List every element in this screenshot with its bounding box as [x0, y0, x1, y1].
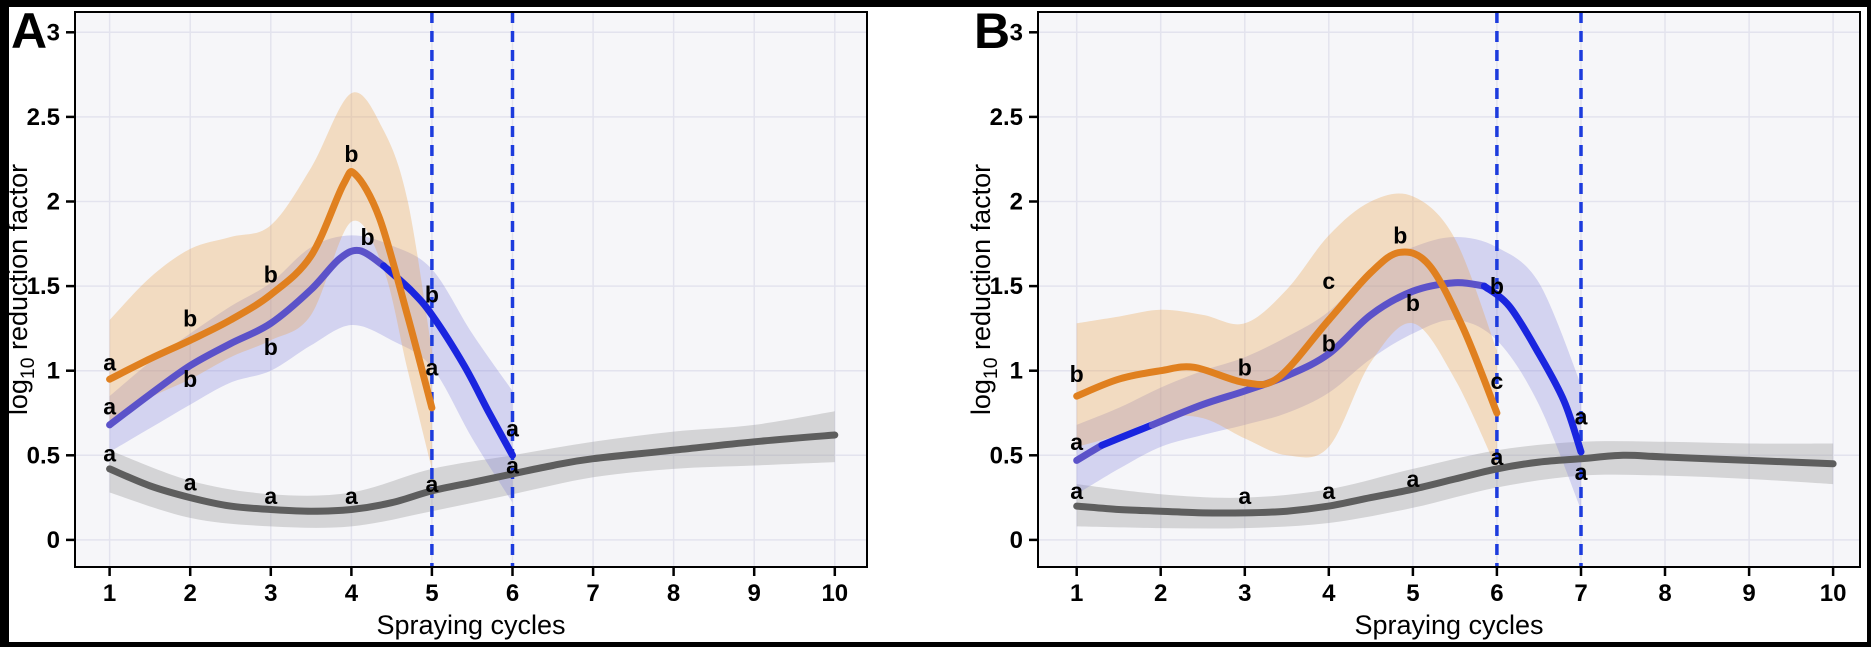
gray-series-sig-letter: a — [103, 441, 116, 467]
x-tick-label: 9 — [748, 580, 761, 607]
gray-series-ci-band — [1076, 441, 1834, 529]
orange-series-sig-letter: a — [426, 354, 439, 380]
x-tick-label: 7 — [1574, 580, 1587, 607]
x-tick-label: 3 — [264, 580, 277, 607]
gray-series-line — [1073, 451, 1837, 517]
plot-border — [74, 11, 868, 568]
gray-series-sig-letter: a — [264, 483, 277, 509]
y-tick-label: 3 — [1010, 19, 1023, 46]
x-tick-label: 4 — [1322, 580, 1336, 607]
orange-series-ci-band — [1076, 193, 1497, 469]
y-tick-label: 0.5 — [27, 442, 60, 469]
plot-border — [1037, 11, 1861, 568]
panel-tag-A: A — [11, 3, 47, 59]
blue-series-sig-letter: b — [425, 282, 439, 308]
orange-series-sig-letter: a — [103, 349, 116, 375]
orange-series-sig-letter: c — [1491, 368, 1504, 394]
y-tick-label: 2.5 — [27, 104, 60, 131]
blue-series-sig-letter: a — [1575, 403, 1588, 429]
orange-series-sig-letter: b — [183, 305, 197, 331]
x-tick-label: 5 — [1406, 580, 1419, 607]
blue-series-sig-letter: a — [1070, 429, 1083, 455]
blue-series-sig-letter: b — [183, 366, 197, 392]
blue-series-ci-band — [109, 235, 513, 503]
blue-series-sig-letter: a — [506, 415, 519, 441]
gray-series-sig-letter: a — [1322, 478, 1335, 504]
x-tick-label: 10 — [1820, 580, 1847, 607]
gray-series-sig-letter: a — [1575, 459, 1588, 485]
orange-series-sig-letter: b — [1070, 361, 1084, 387]
x-tick-label: 6 — [1490, 580, 1503, 607]
gray-series-line — [106, 431, 839, 515]
gray-series-sig-letter: a — [1238, 483, 1251, 509]
y-tick-label: 2.5 — [990, 104, 1023, 131]
x-tick-label: 4 — [345, 580, 359, 607]
orange-series-line — [106, 168, 436, 412]
orange-series-sig-letter: c — [1322, 268, 1335, 294]
y-tick-label: 0 — [1010, 527, 1023, 554]
x-tick-label: 7 — [586, 580, 599, 607]
blue-series-line — [106, 246, 388, 429]
blue-series-sig-letter: b — [360, 224, 374, 250]
y-tick-label: 2 — [47, 189, 60, 216]
blue-series-line — [1480, 282, 1585, 456]
gray-series-sig-letter: a — [506, 453, 519, 479]
x-tick-label: 3 — [1238, 580, 1251, 607]
blue-series-sig-letter: a — [103, 393, 116, 419]
orange-series-sig-letter: b — [1238, 354, 1252, 380]
y-axis-title: log10 reduction factor — [3, 164, 39, 415]
y-tick-label: 1.5 — [27, 273, 60, 300]
x-tick-label: 2 — [184, 580, 197, 607]
x-axis-title: Spraying cycles — [376, 610, 565, 640]
y-tick-label: 0 — [47, 527, 60, 554]
gray-series-sig-letter: a — [345, 483, 358, 509]
x-tick-label: 10 — [821, 580, 848, 607]
orange-series-ci-band — [109, 92, 432, 469]
blue-series-sig-letter: b — [1490, 273, 1504, 299]
orange-series-sig-letter: b — [344, 141, 358, 167]
x-tick-label: 1 — [103, 580, 116, 607]
gray-series-sig-letter: a — [1070, 478, 1083, 504]
gray-series-sig-letter: a — [184, 469, 197, 495]
x-tick-label: 9 — [1742, 580, 1755, 607]
gray-series-sig-letter: a — [1407, 466, 1420, 492]
x-tick-label: 5 — [425, 580, 438, 607]
y-axis-title: log10 reduction factor — [966, 164, 1002, 415]
plot-area — [1038, 12, 1860, 567]
gray-series-sig-letter: a — [426, 471, 439, 497]
orange-series-line — [1073, 248, 1501, 417]
x-tick-label: 8 — [667, 580, 680, 607]
orange-series-sig-letter: b — [264, 261, 278, 287]
x-tick-label: 1 — [1070, 580, 1083, 607]
blue-series-sig-letter: b — [1406, 290, 1420, 316]
blue-series-line — [1098, 421, 1156, 449]
x-axis-title: Spraying cycles — [1354, 610, 1543, 640]
x-tick-label: 2 — [1154, 580, 1167, 607]
y-tick-label: 3 — [47, 19, 60, 46]
y-tick-label: 2 — [1010, 189, 1023, 216]
y-tick-label: 1 — [47, 358, 60, 385]
y-tick-label: 1 — [1010, 358, 1023, 385]
y-tick-label: 0.5 — [990, 442, 1023, 469]
y-tick-label: 1.5 — [990, 273, 1023, 300]
orange-series-sig-letter: b — [1393, 222, 1407, 248]
plot-area — [75, 12, 867, 567]
blue-series-sig-letter: b — [264, 334, 278, 360]
x-tick-label: 6 — [506, 580, 519, 607]
gray-series-sig-letter: a — [1491, 444, 1504, 470]
blue-series-sig-letter: b — [1322, 331, 1336, 357]
blue-series-line — [380, 262, 516, 459]
panel-tag-B: B — [974, 3, 1010, 59]
gray-series-ci-band — [109, 411, 835, 528]
x-tick-label: 8 — [1658, 580, 1671, 607]
